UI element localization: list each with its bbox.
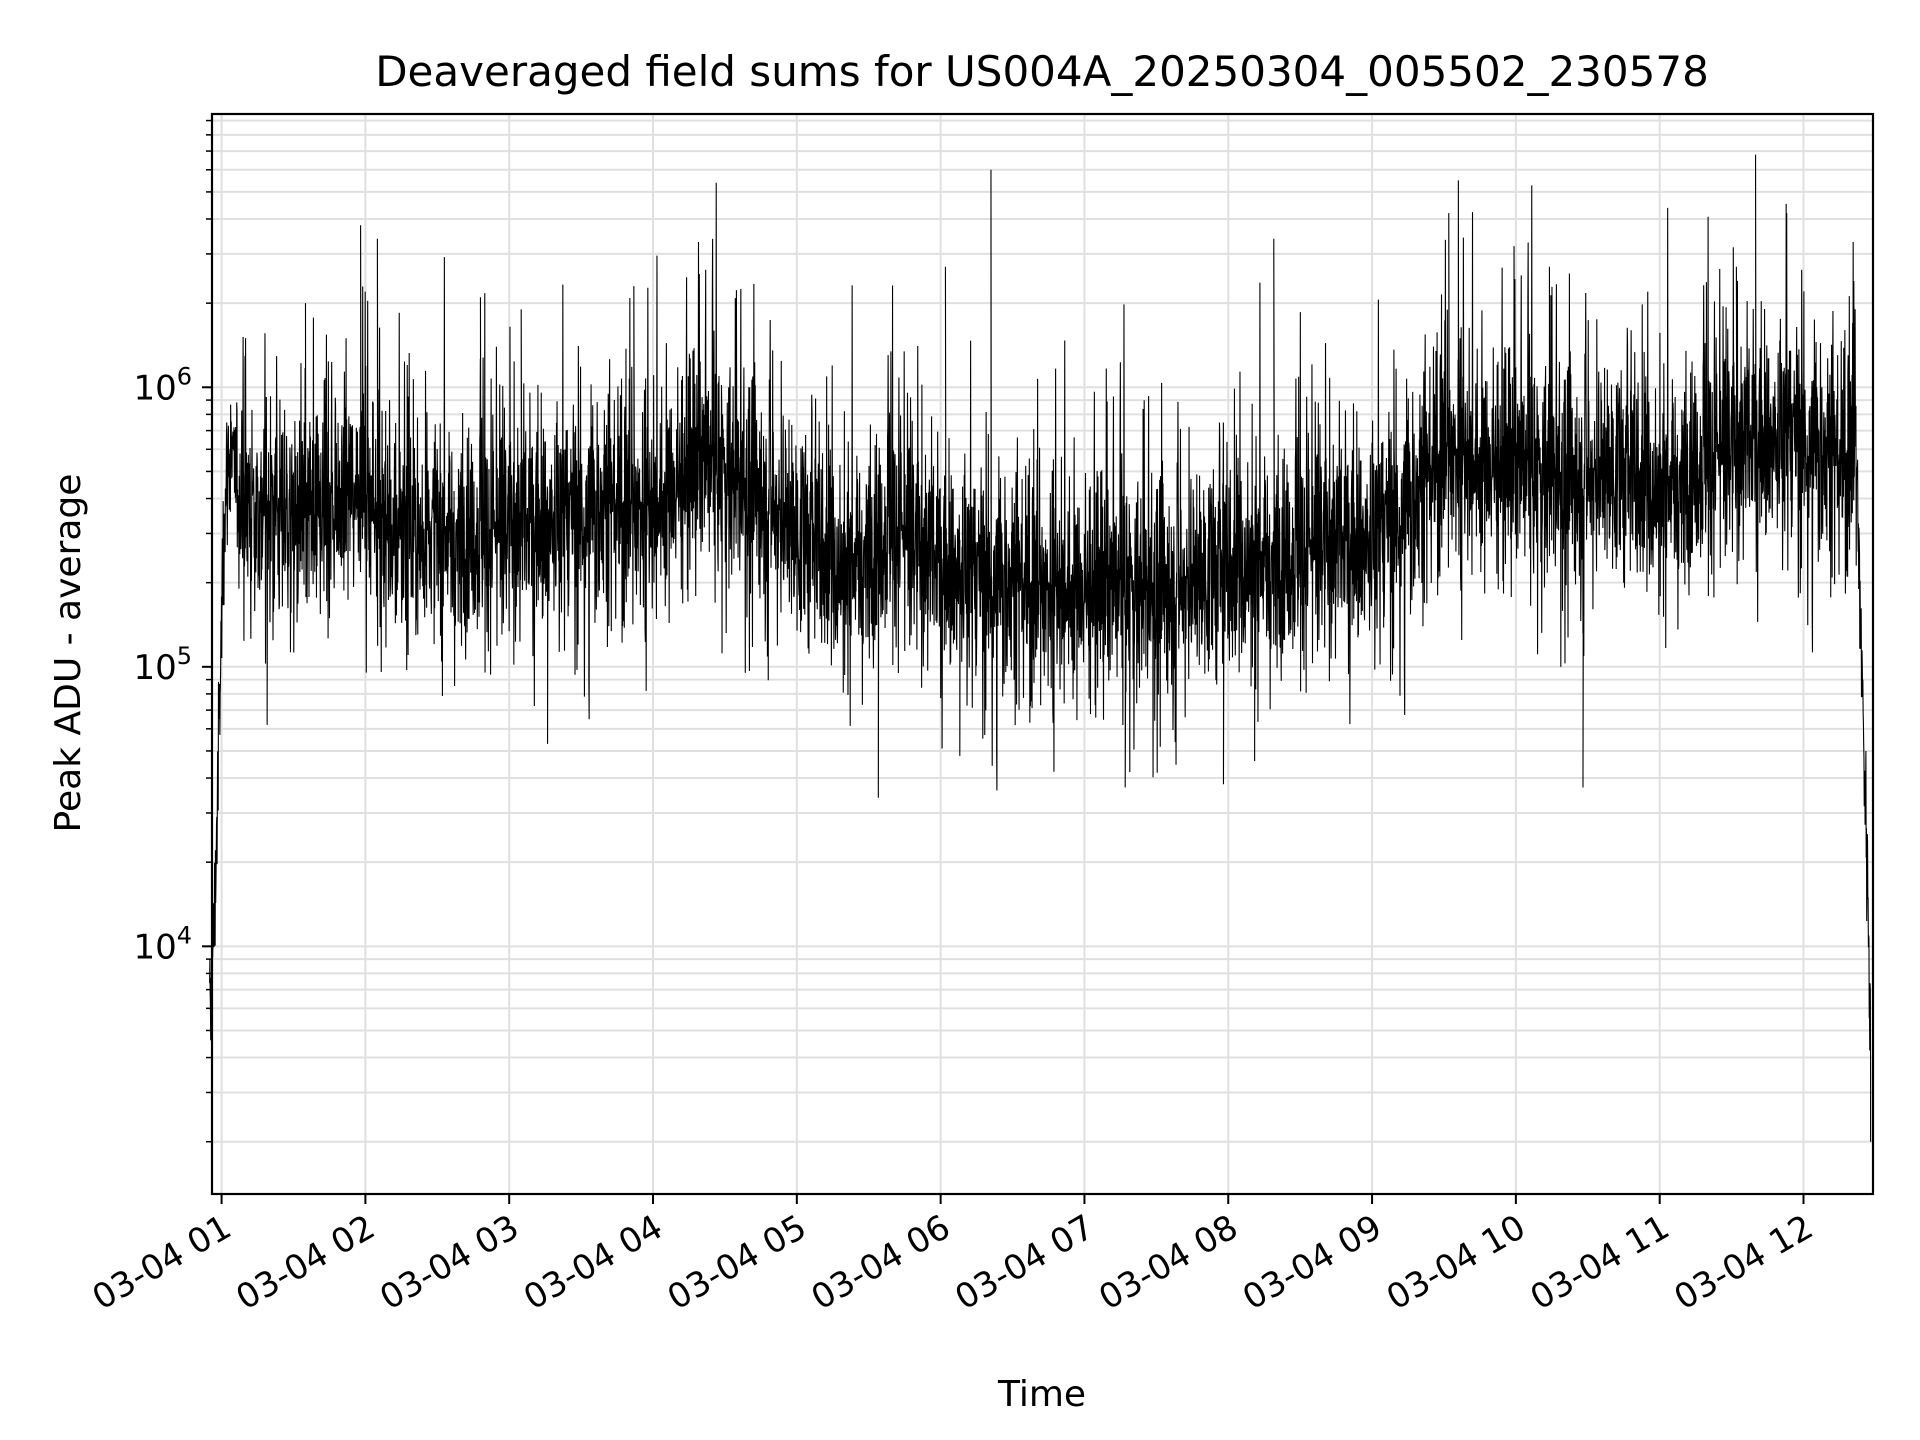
x-axis-label: Time (997, 1374, 1086, 1415)
y-tick-base: 10 (133, 927, 176, 967)
y-tick-base: 10 (133, 648, 176, 688)
y-tick-label: 104 (133, 921, 192, 967)
chart-title: Deaveraged field sums for US004A_2025030… (375, 47, 1709, 96)
y-axis-label: Peak ADU - average (48, 474, 89, 833)
plot-frame (210, 112, 1875, 1196)
y-tick-label: 105 (133, 642, 192, 688)
series-line (209, 154, 1872, 1142)
series-layer (209, 154, 1872, 1142)
y-tick-exponent: 6 (177, 362, 192, 390)
y-tick-exponent: 4 (177, 921, 192, 949)
y-tick-base: 10 (133, 368, 176, 408)
y-tick-label: 106 (133, 362, 192, 408)
y-tick-exponent: 5 (177, 642, 192, 670)
